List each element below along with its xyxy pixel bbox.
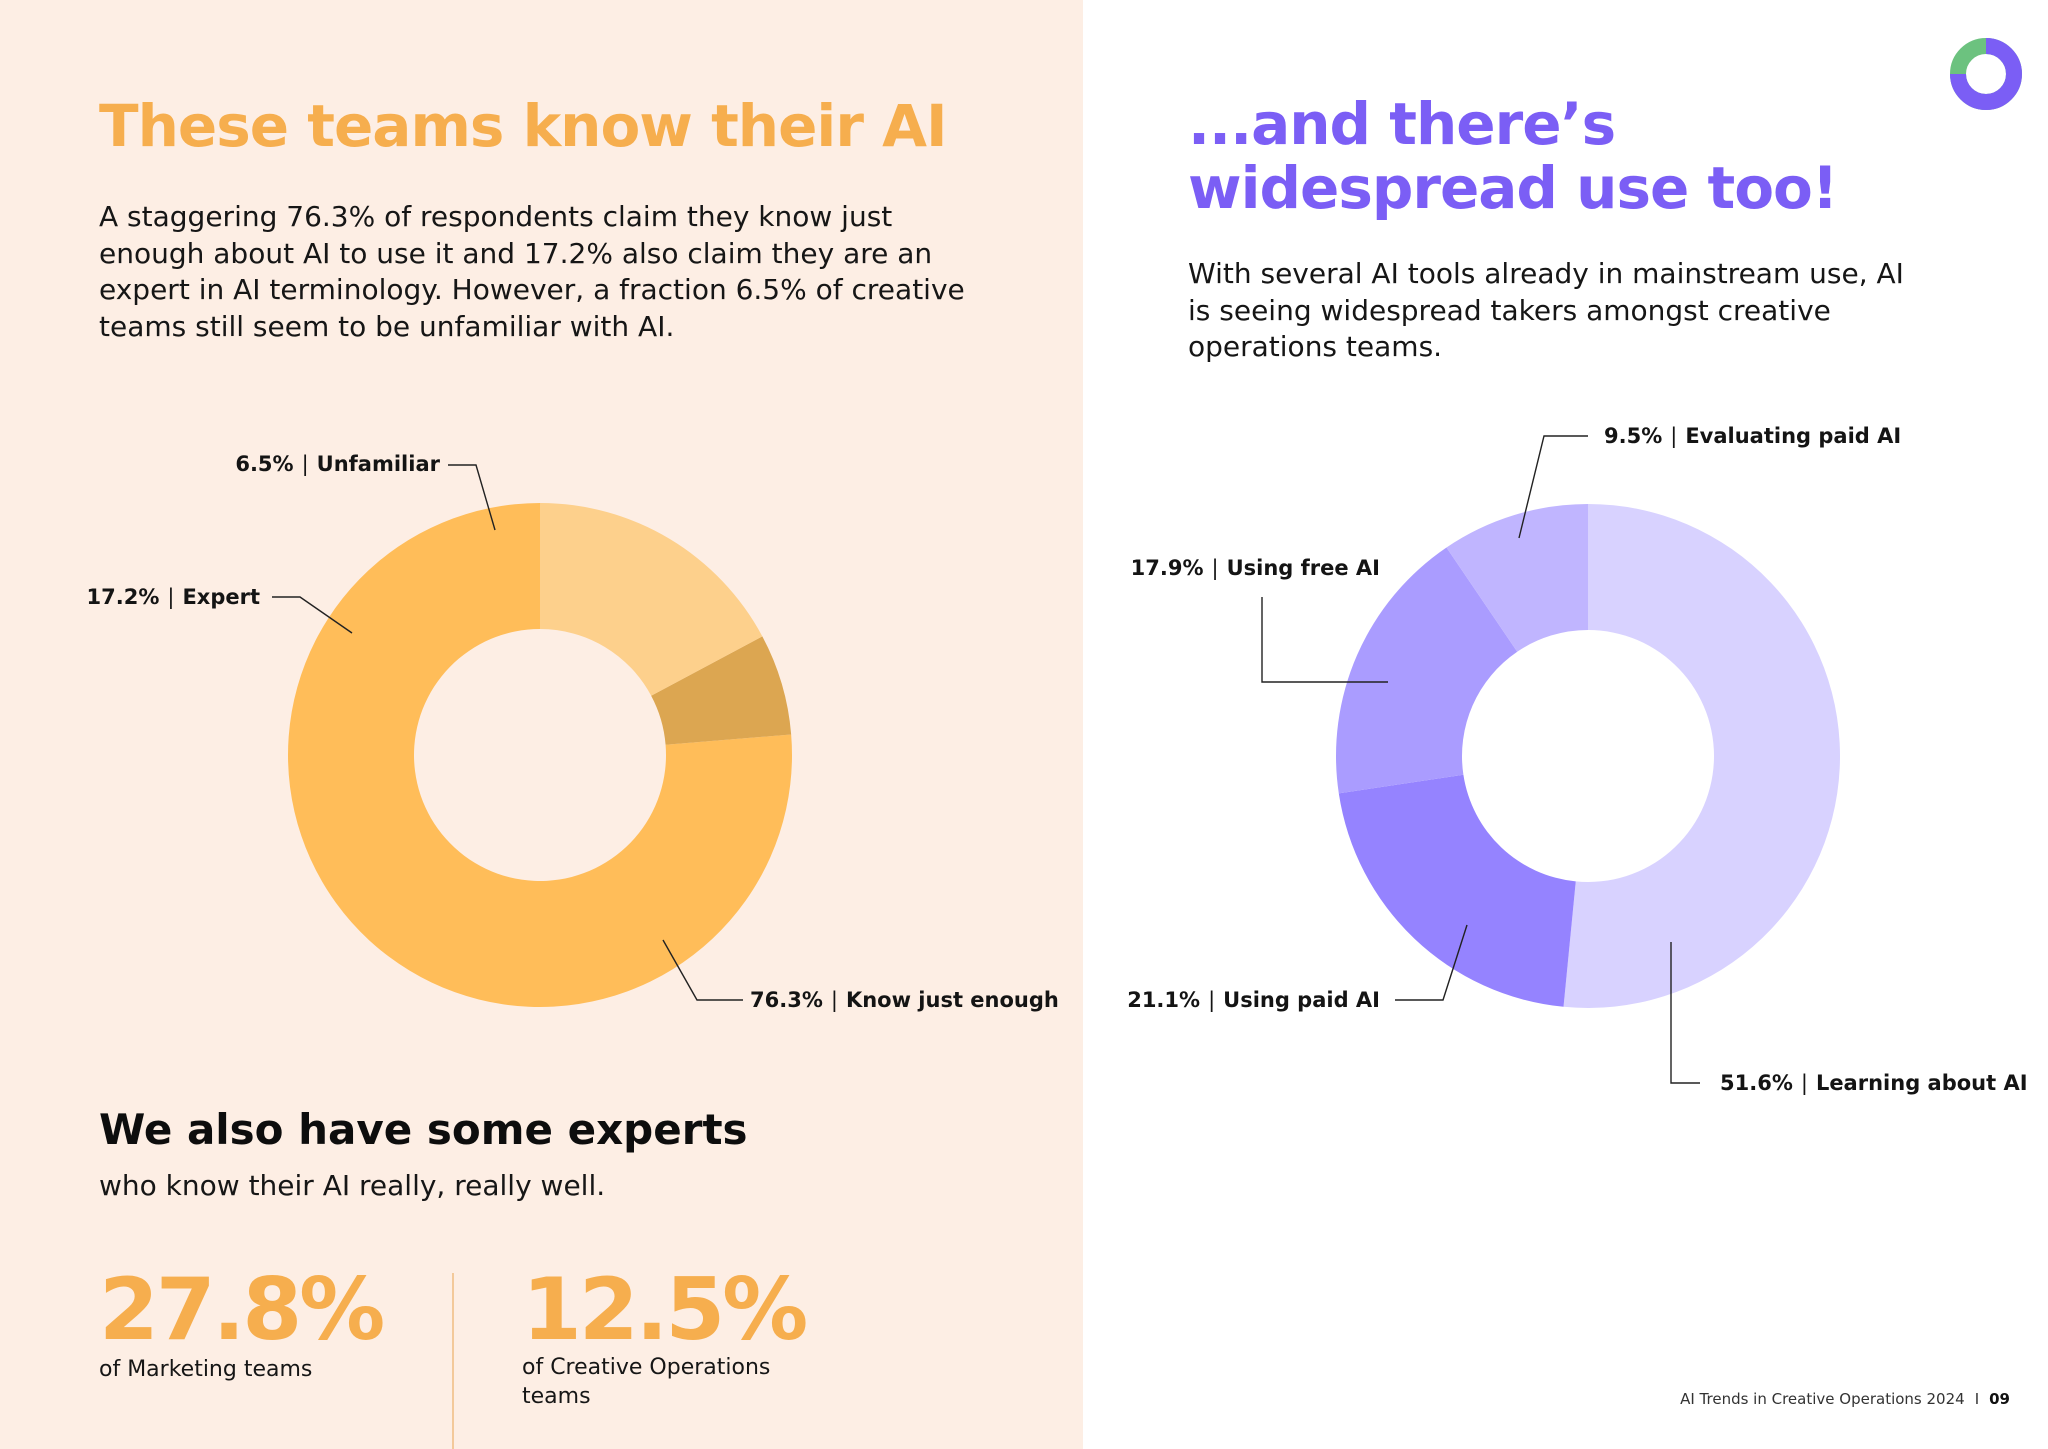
donut-slice-evaluating-paid-ai [1446, 504, 1588, 652]
slice-label-know-just-enough: 76.3% | Know just enough [750, 988, 1059, 1013]
page-footer: AI Trends in Creative Operations 2024 I 09 [1600, 1390, 2010, 1408]
label-separator: | [1801, 1071, 1808, 1096]
donut-slice-unfamiliar [651, 636, 792, 745]
stat-marketing-caption: of Marketing teams [99, 1357, 313, 1382]
slice-category-label: Expert [182, 585, 260, 609]
right-body-text: With several AI tools already in mainstr… [1188, 257, 1904, 363]
leader-line-learning-about-ai [1670, 942, 1700, 1084]
ring-logo-icon [1950, 38, 2022, 110]
slice-label-unfamiliar: 6.5% | Unfamiliar [235, 452, 440, 477]
slice-category-label: Using free AI [1227, 556, 1380, 580]
stat-creative-ops-value: 12.5% [522, 1260, 808, 1360]
slice-value-label: 6.5% [235, 452, 293, 476]
leader-line-unfamiliar [448, 464, 496, 531]
right-heading-line1: ...and there’s [1188, 90, 1616, 158]
leader-line-know-just-enough [662, 939, 743, 1001]
slice-category-label: Unfamiliar [317, 452, 441, 476]
footer-title: AI Trends in Creative Operations 2024 [1680, 1390, 1965, 1408]
slice-value-label: 17.2% [87, 585, 160, 609]
slice-category-label: Know just enough [846, 988, 1059, 1012]
donut-slice-using-paid-ai [1338, 774, 1576, 1007]
slice-label-using-paid-ai: 21.1% | Using paid AI [1127, 988, 1380, 1013]
left-body-text: A staggering 76.3% of respondents claim … [99, 200, 965, 343]
donut-slice-expert [540, 503, 763, 696]
donut-slice-using-free-ai [1336, 547, 1518, 794]
stat-marketing-value: 27.8% [99, 1260, 385, 1360]
label-separator: | [1212, 556, 1219, 581]
leader-line-using-paid-ai [1395, 924, 1468, 1001]
experts-heading: We also have some experts [99, 1105, 748, 1154]
slice-value-label: 51.6% [1720, 1071, 1793, 1095]
slice-label-learning-about-ai: 51.6% | Learning about AI [1720, 1071, 2028, 1096]
slice-value-label: 21.1% [1127, 988, 1200, 1012]
right-heading-line2: widespread use too! [1188, 154, 1838, 222]
label-separator: | [302, 452, 309, 477]
donut-slice-learning-about-ai [1563, 504, 1840, 1008]
label-separator: | [831, 988, 838, 1013]
slice-category-label: Learning about AI [1816, 1071, 2028, 1095]
label-separator: | [1208, 988, 1215, 1013]
experts-subheading: who know their AI really, really well. [99, 1169, 606, 1202]
label-separator: | [1670, 424, 1677, 449]
slice-category-label: Evaluating paid AI [1685, 424, 1901, 448]
slice-label-using-free-ai: 17.9% | Using free AI [1131, 556, 1380, 581]
label-separator: | [167, 585, 174, 610]
footer-separator: I [1974, 1390, 1980, 1408]
right-panel [1083, 0, 2048, 1449]
usage-donut-chart: 51.6% | Learning about AI 21.1% | Using paid … [1127, 424, 2027, 1096]
right-heading: ...and there’s widespread use too! [1188, 92, 1888, 220]
slice-value-label: 17.9% [1131, 556, 1204, 580]
left-panel [0, 0, 1083, 1449]
page-number: 09 [1989, 1390, 2010, 1408]
left-heading: These teams know their AI [99, 92, 948, 160]
slice-value-label: 9.5% [1604, 424, 1662, 448]
leader-line-evaluating-paid-ai [1518, 435, 1588, 539]
slice-label-evaluating-paid-ai: 9.5% | Evaluating paid AI [1604, 424, 1901, 449]
stat-creative-ops-caption: of Creative Operations teams [522, 1355, 771, 1409]
awareness-donut-chart: 76.3% | Know just enough 17.2% | Expert 6.5% | U… [87, 452, 1059, 1013]
slice-label-expert: 17.2% | Expert [87, 585, 261, 610]
slice-value-label: 76.3% [750, 988, 823, 1012]
leader-line-expert [272, 596, 353, 634]
leader-line-using-free-ai [1261, 597, 1388, 683]
slice-category-label: Using paid AI [1223, 988, 1380, 1012]
donut-slice-know-just-enough [288, 503, 792, 1008]
stats-divider [452, 1273, 454, 1449]
